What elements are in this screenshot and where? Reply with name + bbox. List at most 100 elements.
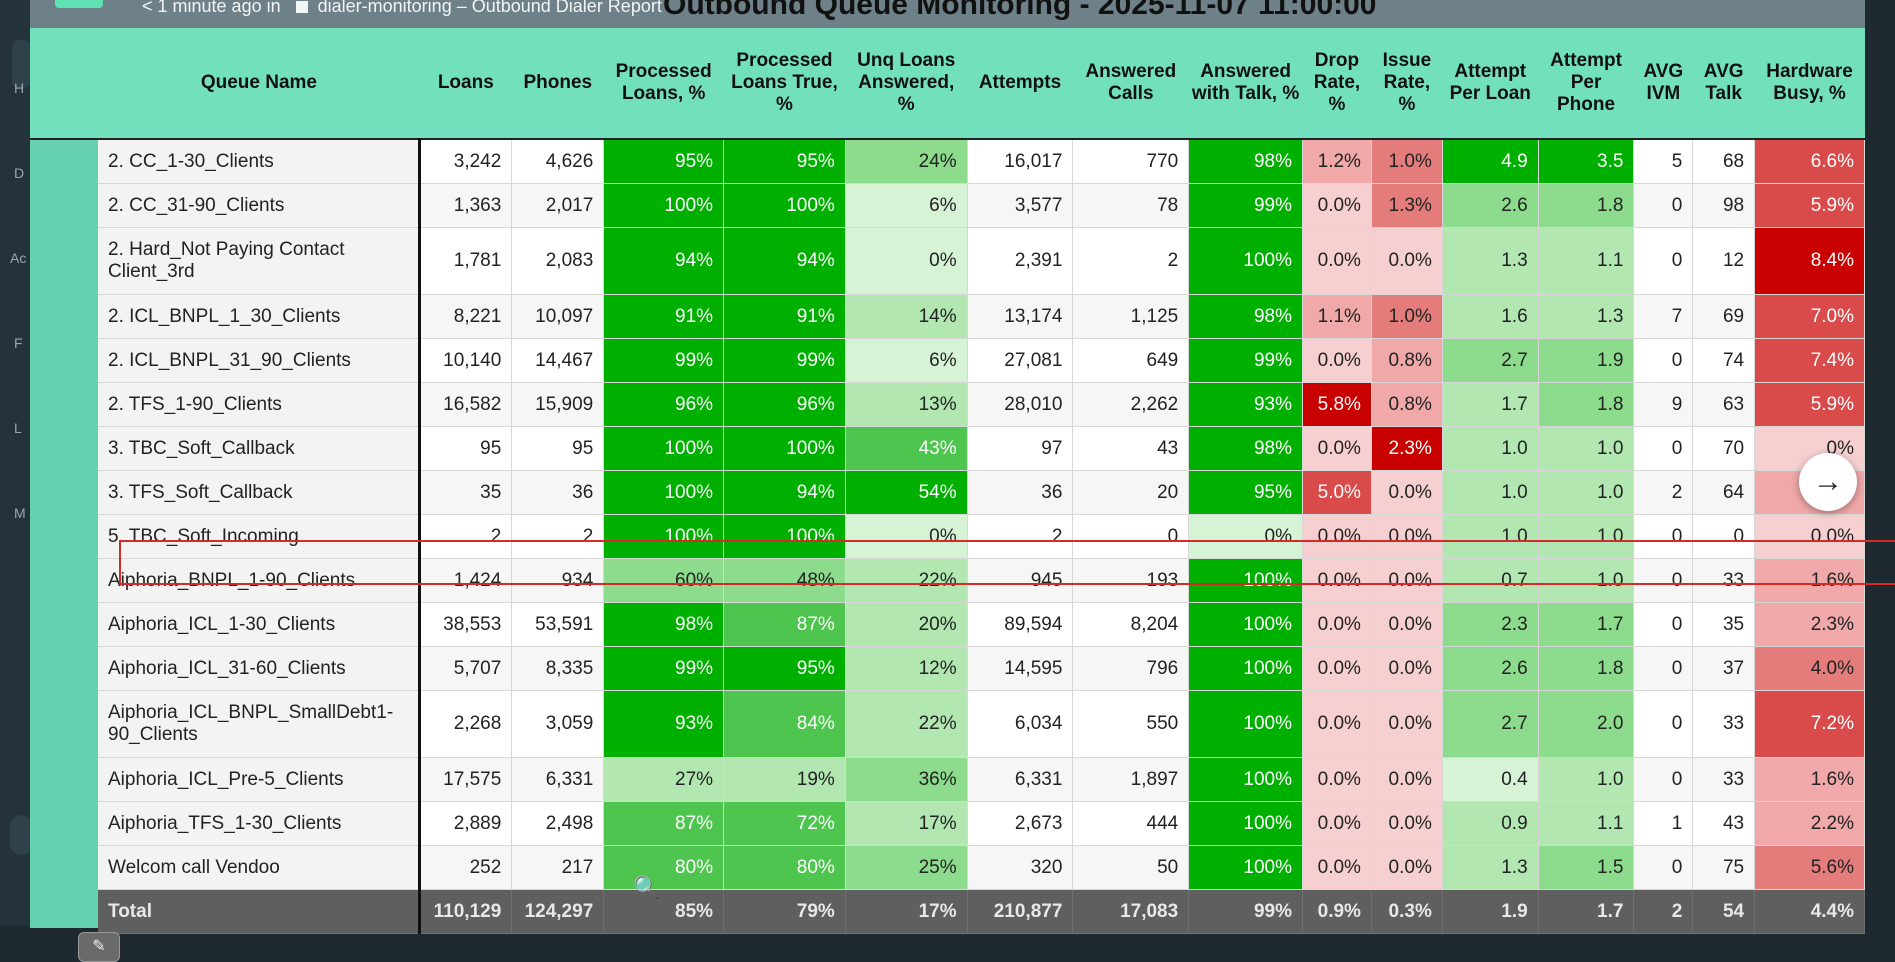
table-cell: 0 [1633,690,1694,758]
table-cell: 5 [1633,139,1694,184]
table-row[interactable]: Aiphoria_ICL_1-30_Clients 38,553 53,591 98%… [98,602,1865,647]
column-header-12[interactable]: Attempt Per Phone [1538,28,1634,140]
table-row[interactable]: Welcom call Vendoo 252 217 80% 80% 25% 320 50 10… [98,845,1865,890]
table-cell: 444 [1072,801,1190,846]
table-row[interactable]: Aiphoria_TFS_1-30_Clients 2,889 2,498 87% 72… [98,801,1865,846]
table-row[interactable]: 2. ICL_BNPL_31_90_Clients 10,140 14,467 99%… [98,338,1865,383]
table-cell: 1,897 [1072,757,1190,802]
column-header-14[interactable]: AVG Talk [1692,28,1755,140]
table-cell: 0 [1633,845,1694,890]
table-cell: 4,626 [511,139,605,184]
table-cell: 0 [1633,602,1694,647]
sidebar-letter-2[interactable]: D [14,165,25,181]
queue-name-cell: Aiphoria_ICL_1-30_Clients [98,602,422,647]
table-cell: 217 [511,845,605,890]
table-cell: 12 [1692,227,1756,295]
column-header-13[interactable]: AVG IVM [1633,28,1693,140]
arrow-right-icon[interactable]: → [1799,453,1857,511]
table-row[interactable]: 2. TFS_1-90_Clients 16,582 15,909 96% 96% 13%… [98,382,1865,427]
table-cell: 2.3% [1371,426,1443,471]
table-cell: 2.0 [1538,690,1635,758]
column-header-3[interactable]: Processed Loans, % [603,28,724,140]
table-row[interactable]: Aiphoria_ICL_BNPL_SmallDebt1-90_Clients 2… [98,690,1865,758]
table-row[interactable]: 2. Hard_Not Paying Contact Client_3rd 1,7… [98,227,1865,295]
queue-name-cell: 2. TFS_1-90_Clients [98,382,422,427]
table-cell: 25% [845,845,968,890]
table-cell: 15,909 [511,382,605,427]
column-header-2[interactable]: Phones [511,28,604,140]
column-header-15[interactable]: Hardware Busy, % [1754,28,1865,140]
sidebar-letter-6[interactable]: M [14,505,26,521]
total-cell: 85% [603,889,725,934]
column-header-6[interactable]: Attempts [967,28,1073,140]
table-cell: 1.8 [1538,382,1635,427]
column-header-4[interactable]: Processed Loans True, % [723,28,846,140]
column-header-8[interactable]: Answered with Talk, % [1188,28,1303,140]
column-header-7[interactable]: Answered Calls [1072,28,1189,140]
table-cell: 0 [1633,646,1694,691]
column-header-9[interactable]: Drop Rate, % [1302,28,1372,140]
table-cell: 1.7 [1442,382,1539,427]
table-cell: 7.2% [1754,690,1865,758]
table-cell: 1.5 [1538,845,1635,890]
table-cell: 1,125 [1072,294,1190,339]
table-row[interactable]: Aiphoria_BNPL_1-90_Clients 1,424 934 60% 48%… [98,558,1865,603]
table-cell: 33 [1692,690,1756,758]
table-cell: 16,582 [419,382,513,427]
folder-link[interactable]: dialer-monitoring [317,0,452,16]
table-row[interactable]: 5. TBC_Soft_Incoming 2 2 100% 100% 0% 2 0 0% 0.0%… [98,514,1865,559]
table-cell: 252 [419,845,513,890]
table-cell: 84% [723,690,846,758]
table-row[interactable]: Aiphoria_ICL_Pre-5_Clients 17,575 6,331 27%… [98,757,1865,802]
table-cell: 1,363 [419,183,513,228]
table-cell: 934 [511,558,605,603]
total-cell: 0.3% [1371,889,1443,934]
table-cell: 3,242 [419,139,513,184]
column-header-0[interactable]: Queue Name [98,28,420,140]
table-cell: 100% [603,426,725,471]
table-cell: 0.0% [1371,757,1443,802]
total-cell: 210,877 [967,889,1074,934]
pencil-icon[interactable]: ✎ [78,932,120,962]
table-cell: 36 [511,470,605,515]
table-cell: 93% [603,690,725,758]
table-cell: 98% [1188,294,1303,339]
column-header-1[interactable]: Loans [419,28,512,140]
table-cell: 1.0 [1538,558,1635,603]
table-cell: 0 [1633,338,1694,383]
table-cell: 99% [603,338,725,383]
table-cell: 1.1 [1538,801,1635,846]
table-row[interactable]: Aiphoria_ICL_31-60_Clients 5,707 8,335 99% 9… [98,646,1865,691]
column-header-5[interactable]: Unq Loans Answered, % [845,28,968,140]
table-row[interactable]: 3. TFS_Soft_Callback 35 36 100% 94% 54% 36 20 95… [98,470,1865,515]
table-cell: 13,174 [967,294,1074,339]
sidebar-pill[interactable] [12,40,30,88]
table-cell: 48% [723,558,846,603]
sidebar-letter-1[interactable]: H [14,80,25,96]
table-row[interactable]: 2. CC_31-90_Clients 1,363 2,017 100% 100% 6% 3… [98,183,1865,228]
sidebar-round-button[interactable] [10,815,32,855]
table-cell: 14,467 [511,338,605,383]
sidebar-letter-3[interactable]: Ac [10,250,27,266]
total-cell: 99% [1188,889,1303,934]
sidebar-letter-4[interactable]: F [14,335,23,351]
table-cell: 1.1 [1538,227,1635,295]
sidebar-letter-5[interactable]: L [14,420,22,436]
zoom-in-icon[interactable]: 🔍 [633,875,661,900]
column-header-11[interactable]: Attempt Per Loan [1442,28,1539,140]
table-cell: 13% [845,382,968,427]
table-cell: 1.0 [1442,514,1539,559]
table-row[interactable]: 3. TBC_Soft_Callback 95 95 100% 100% 43% 97 43 9… [98,426,1865,471]
column-header-10[interactable]: Issue Rate, % [1371,28,1443,140]
table-row[interactable]: 2. ICL_BNPL_1_30_Clients 8,221 10,097 91% 91… [98,294,1865,339]
table-cell: 0% [1188,514,1303,559]
table-row[interactable]: 2. CC_1-30_Clients 3,242 4,626 95% 95% 24% 16,… [98,139,1865,184]
table-cell: 22% [845,690,968,758]
table-cell: 796 [1072,646,1190,691]
table-cell: 2,498 [511,801,605,846]
queue-name-cell: 3. TBC_Soft_Callback [98,426,422,471]
queue-name-cell: 2. ICL_BNPL_1_30_Clients [98,294,422,339]
table-cell: 43% [845,426,968,471]
table-cell: 2,268 [419,690,513,758]
table-cell: 1.7 [1538,602,1635,647]
